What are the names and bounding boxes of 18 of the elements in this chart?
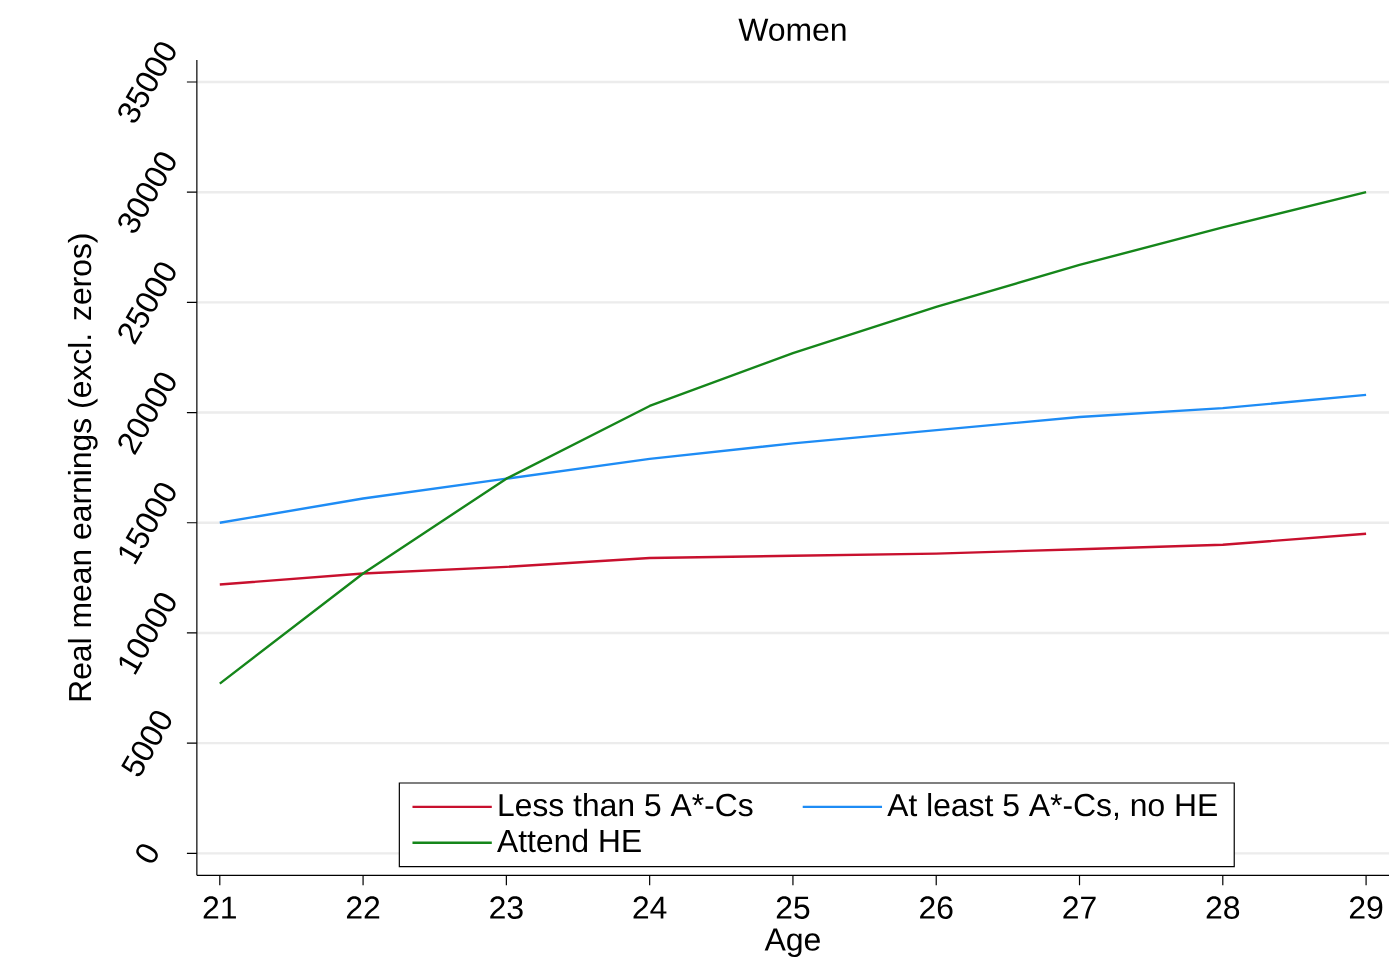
x-tick-label: 29 — [1349, 896, 1383, 919]
legend-label: Less than 5 A*-Cs — [499, 792, 753, 817]
y-tick-label: 0 — [136, 844, 158, 863]
legend-label: At least 5 A*-Cs, no HE — [887, 792, 1217, 820]
y-axis-title: Real mean earnings (excl. zeros) — [67, 234, 98, 701]
x-tick-label: 23 — [490, 896, 523, 919]
x-tick-label: 25 — [776, 896, 810, 919]
chart-title: Women — [738, 18, 846, 41]
x-tick-label: 21 — [203, 896, 236, 919]
line-series — [218, 190, 1368, 685]
line-series — [218, 532, 1368, 586]
x-axis-title: Age — [764, 928, 820, 957]
x-tick-label: 22 — [346, 896, 380, 919]
x-tick-label: 27 — [1063, 896, 1096, 919]
x-tick-label: 24 — [633, 896, 667, 919]
x-tick-label: 28 — [1206, 896, 1240, 919]
legend-label: Attend HE — [497, 828, 641, 853]
x-tick-label: 26 — [920, 896, 953, 919]
